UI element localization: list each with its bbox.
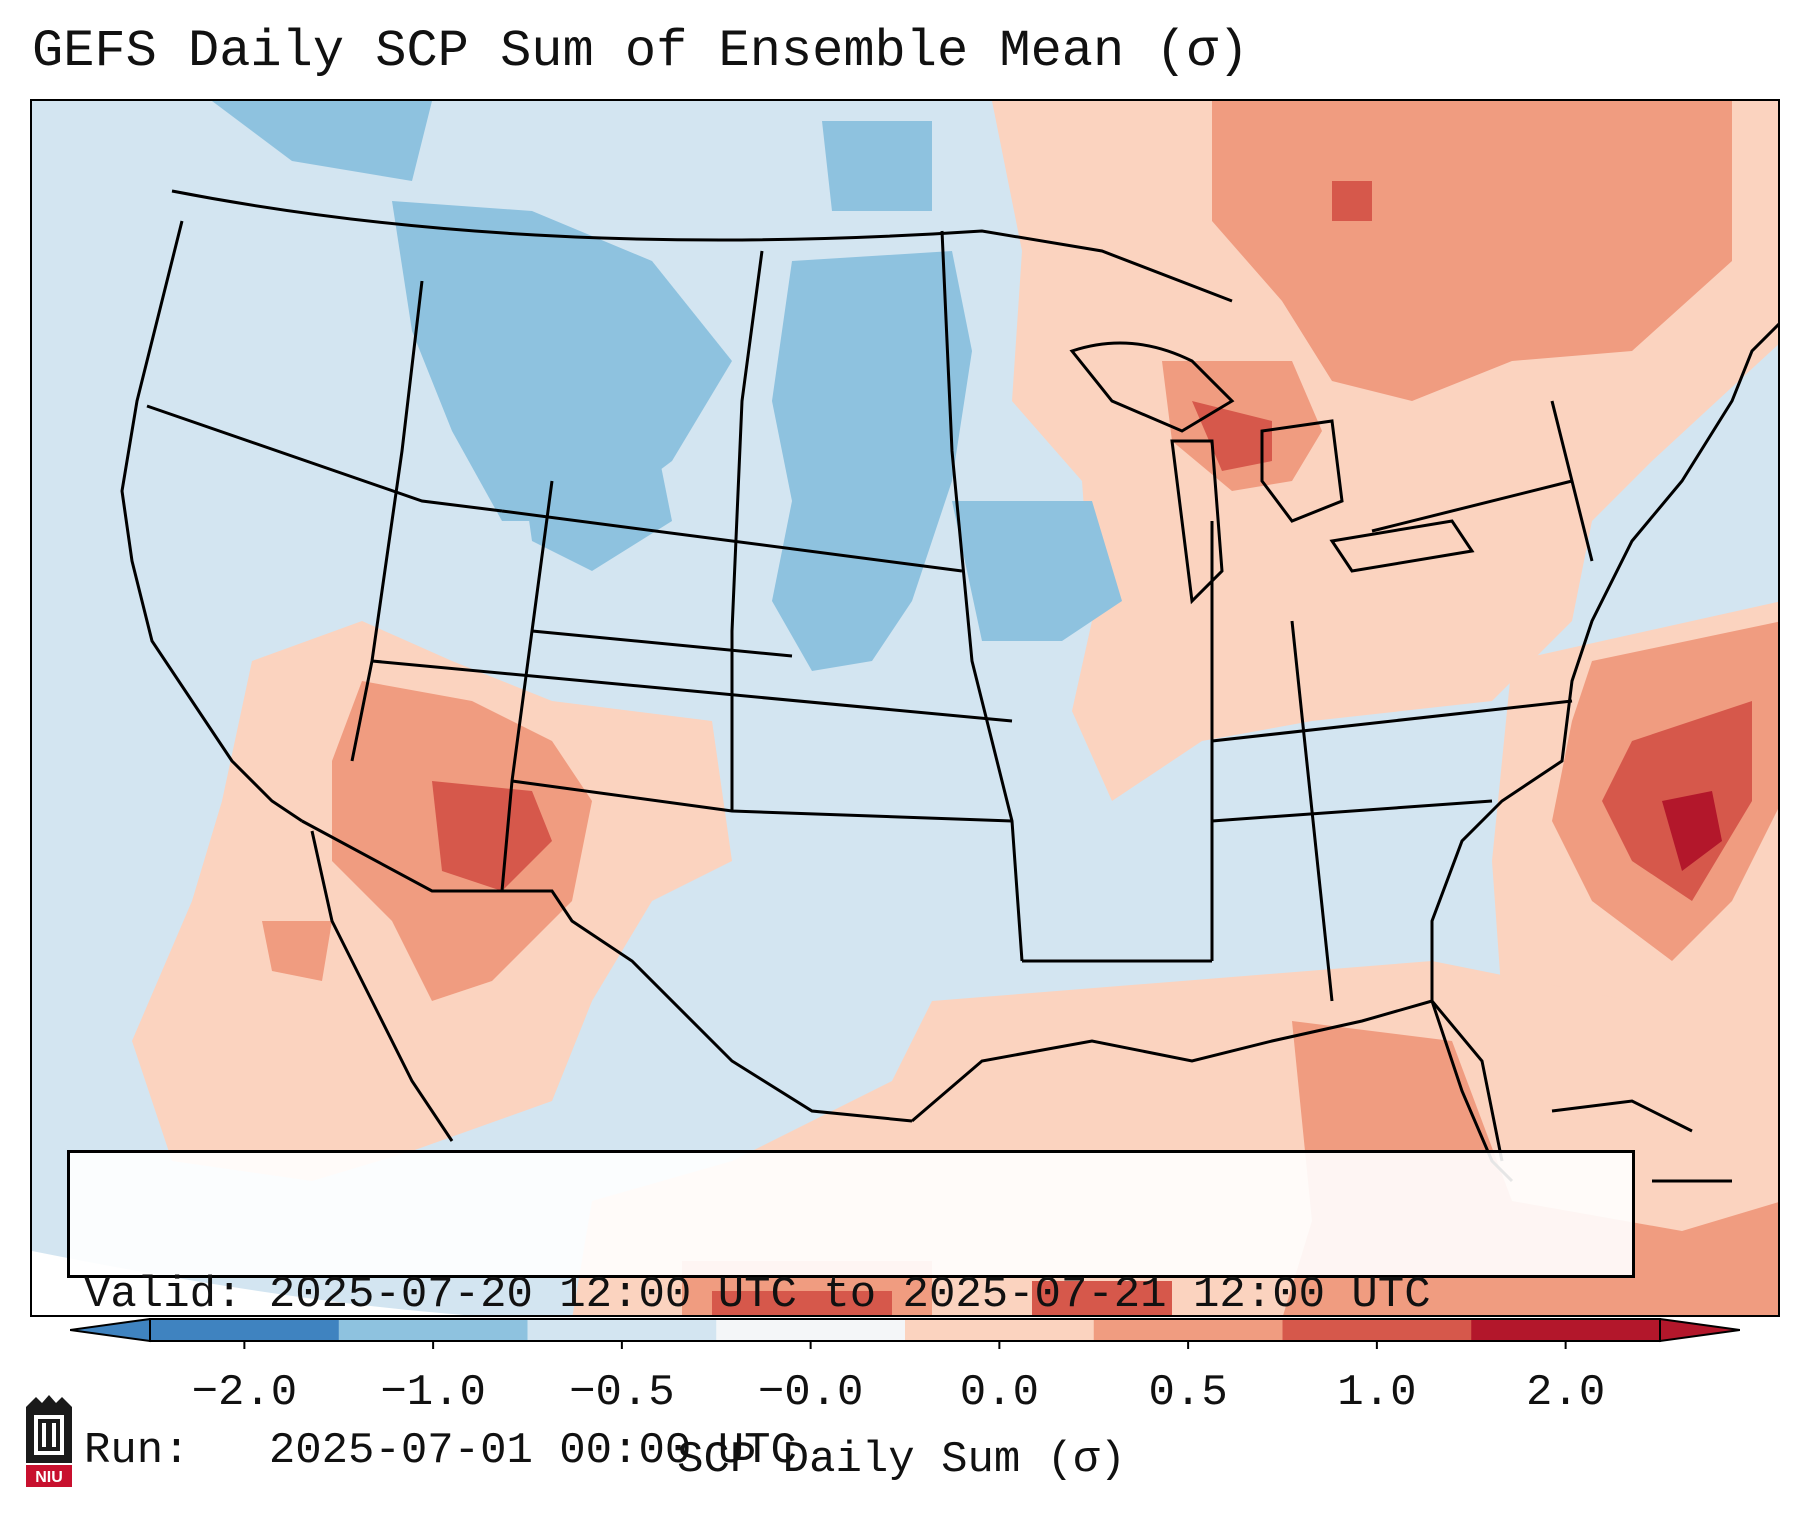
colorbar-segment xyxy=(716,1319,906,1341)
map-title: GEFS Daily SCP Sum of Ensemble Mean (σ) xyxy=(32,22,1249,81)
colorbar-tick-label: −0.0 xyxy=(757,1368,864,1418)
colorbar-tick-label: 1.0 xyxy=(1337,1368,1417,1418)
niu-logo-icon: NIU xyxy=(26,1395,72,1487)
boundaries xyxy=(120,189,1778,1183)
colorbar-extend-right xyxy=(1659,1318,1740,1343)
colorbar-tick-label: 0.5 xyxy=(1148,1368,1228,1418)
colorbar-segment xyxy=(1471,1319,1661,1341)
colorbar-tick-label: −1.0 xyxy=(380,1368,486,1418)
map-canvas xyxy=(32,101,1778,1315)
colorbar xyxy=(70,1318,1740,1349)
anomaly-atlantic xyxy=(1492,601,1778,1101)
colorbar-tick-label: −0.5 xyxy=(569,1368,675,1418)
anomaly-southwest xyxy=(132,621,732,1181)
projection-corner xyxy=(32,1251,465,1315)
colorbar-tick-label: −2.0 xyxy=(191,1368,298,1418)
valid-run-info-box: Valid: 2025-07-20 12:00 UTC to 2025-07-2… xyxy=(67,1150,1635,1476)
map-panel xyxy=(30,99,1780,1317)
colorbar-segment xyxy=(905,1319,1095,1341)
anomaly-northeast xyxy=(992,101,1778,801)
colorbar-segment xyxy=(150,1319,340,1341)
colorbar-label: SCP Daily Sum (σ) xyxy=(677,1435,1126,1485)
colorbar-tick-label: 0.0 xyxy=(959,1368,1039,1418)
colorbar-extend-left xyxy=(70,1318,151,1343)
colorbar-segment xyxy=(338,1319,528,1341)
logo-text: NIU xyxy=(35,1469,63,1486)
colorbar-tick-label: 2.0 xyxy=(1526,1368,1606,1418)
valid-time-text: Valid: 2025-07-20 12:00 UTC to 2025-07-2… xyxy=(84,1270,1431,1320)
colorbar-segment xyxy=(1093,1319,1283,1341)
colorbar-segment xyxy=(527,1319,717,1341)
colorbar-segment xyxy=(1282,1319,1472,1341)
run-time-text: Run: 2025-07-01 00:00 UTC xyxy=(84,1426,797,1476)
